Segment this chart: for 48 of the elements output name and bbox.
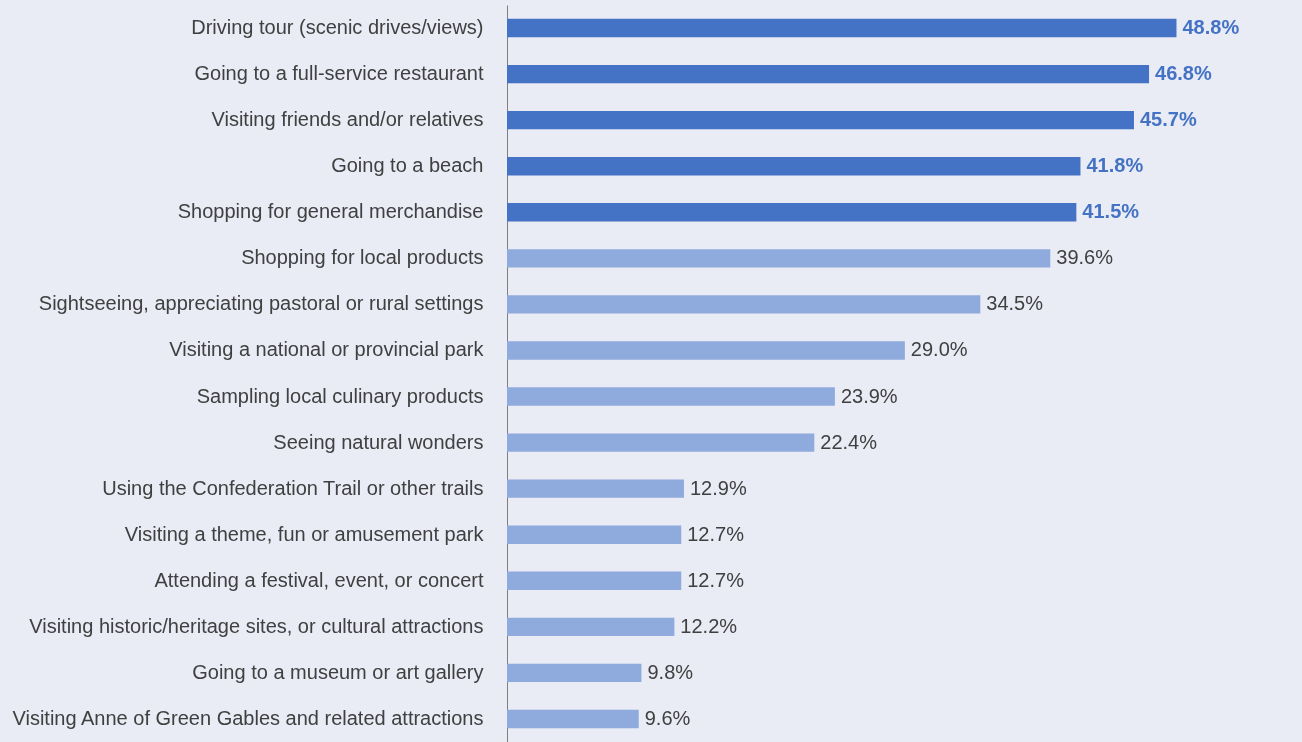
y-tick-label: Going to a full-service restaurant [194, 62, 484, 85]
data-label: 39.6% [1056, 246, 1114, 269]
data-label: 23.9% [840, 384, 898, 407]
y-tick-label: Seeing natural wonders [273, 430, 484, 453]
data-label: 12.9% [689, 476, 747, 499]
data-label: 46.8% [1155, 62, 1212, 85]
y-tick-label: Visiting friends and/or relatives [211, 108, 484, 131]
bar [507, 110, 1134, 130]
data-label: 34.5% [986, 292, 1044, 315]
data-label: 41.8% [1086, 154, 1144, 177]
bar [507, 295, 981, 314]
y-tick-label: Visiting a theme, fun or amusement park [124, 522, 485, 545]
y-tick-label: Going to a beach [331, 154, 484, 177]
bar [507, 479, 684, 498]
bar [507, 387, 835, 406]
y-tick-label: Attending a festival, event, or concert [154, 568, 484, 591]
data-label: 48.8% [1182, 16, 1240, 39]
bar [507, 663, 642, 683]
data-label: 41.5% [1082, 200, 1140, 223]
data-label: 29.0% [910, 338, 968, 361]
bar [507, 249, 1051, 268]
y-tick-label: Shopping for local products [241, 246, 484, 269]
data-label: 12.7% [687, 522, 745, 545]
y-tick-label: Visiting Anne of Green Gables and related attractions [12, 706, 484, 729]
data-label: 9.6% [644, 706, 691, 729]
y-tick-label: Visiting historic/heritage sites, or cultural attractions [29, 614, 484, 637]
bar [507, 433, 815, 452]
y-tick-label: Driving tour (scenic drives/views) [191, 16, 484, 39]
y-tick-label: Going to a museum or art gallery [192, 660, 484, 683]
y-tick-label: Sampling local culinary products [196, 384, 484, 407]
y-tick-label: Sightseeing, appreciating pastoral or rural settings [38, 292, 484, 315]
bar [507, 525, 682, 544]
data-label: 12.7% [687, 568, 745, 591]
data-label: 22.4% [820, 430, 878, 453]
bar [507, 64, 1150, 84]
bar [507, 341, 905, 360]
data-label: 12.2% [680, 614, 738, 637]
y-tick-label: Using the Confederation Trail or other trails [102, 476, 484, 499]
bar [507, 571, 682, 590]
y-tick-label: Visiting a national or provincial park [169, 338, 485, 361]
data-label: 45.7% [1139, 108, 1197, 131]
bar [507, 709, 639, 729]
bar [507, 18, 1177, 38]
y-tick-label: Shopping for general merchandise [177, 200, 484, 223]
bar [507, 203, 1077, 222]
bar [507, 617, 675, 637]
data-label: 9.8% [647, 660, 694, 683]
bar [507, 157, 1081, 176]
